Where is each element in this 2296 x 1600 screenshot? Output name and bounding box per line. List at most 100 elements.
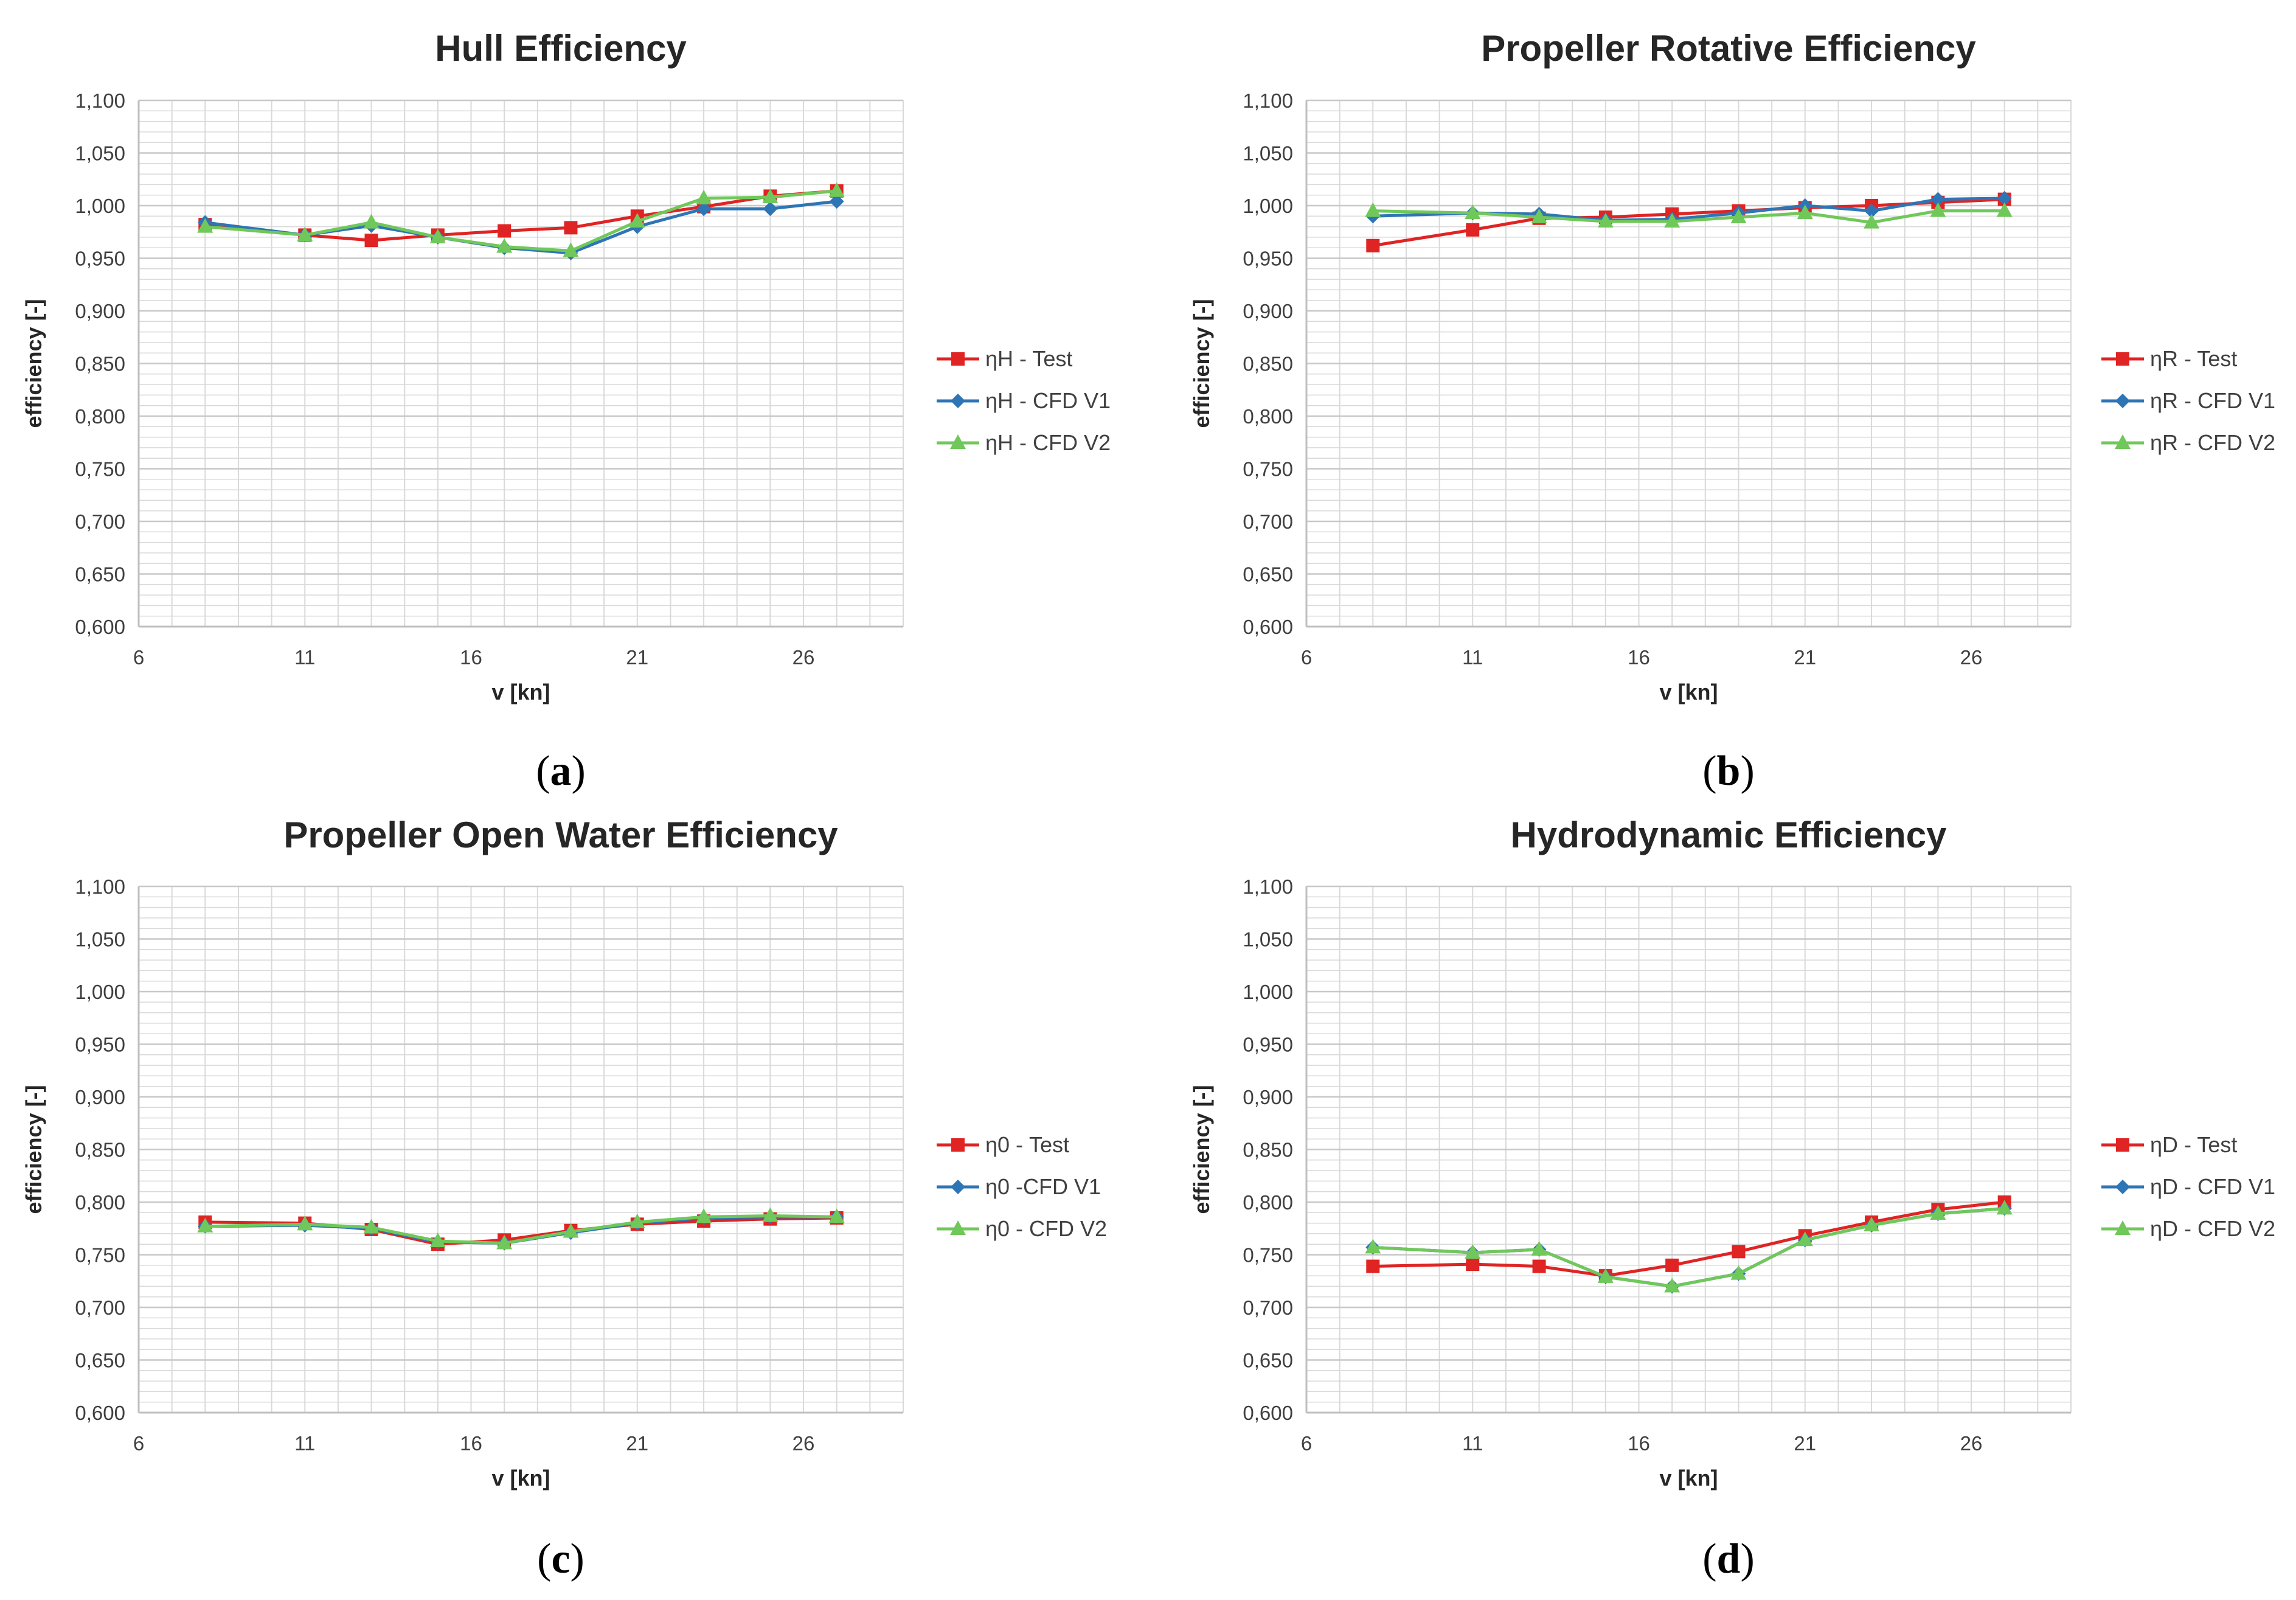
data-point-cfd-v2 [1864,214,1880,229]
data-point-cfd-v2 [1597,1268,1614,1283]
data-point-cfd-v2 [1730,1265,1747,1280]
series-line-cfd-v2 [205,1214,837,1245]
legend-entry-label: η0 - Test [985,1132,1069,1157]
x-tick-label: 11 [294,1432,315,1455]
data-point-test [1532,1259,1546,1273]
data-point-cfd-v2 [563,242,579,257]
legend-entry-label: ηR - Test [2150,346,2237,371]
y-tick-label: 0,950 [75,248,125,270]
series-line-cfd-v2 [1373,1206,2005,1288]
caption-paren-open: ( [537,1536,551,1582]
legend-marker [951,1138,965,1152]
chart-panel-b: Propeller Rotative Efficiency 0,600 0,650 0… [1189,28,2275,795]
caption-paren-open: ( [1702,1536,1716,1582]
data-point-cfd-v2 [1797,204,1813,220]
y-tick-label: 0,650 [1243,1349,1293,1372]
legend-marker [2116,1138,2129,1152]
data-point-cfd-v2 [629,1213,645,1228]
y-tick-label: 1,100 [1243,89,1293,112]
data-point-test [1732,1245,1746,1259]
data-point-cfd-v1 [1864,203,1879,218]
data-point-test [1665,1258,1679,1272]
x-tick-label: 6 [133,646,144,669]
y-tick-label: 0,750 [75,458,125,481]
data-point-cfd-v2 [1531,209,1547,224]
panel-caption: (d) [1702,1536,1755,1582]
data-point-cfd-v2 [197,1217,213,1233]
y-tick-label: 0,700 [1243,1296,1293,1319]
legend-marker [951,394,965,408]
caption-paren-open: ( [1702,748,1716,795]
y-tick-label: 0,800 [75,1191,125,1214]
data-point-cfd-v2 [1465,204,1481,220]
data-point-cfd-v1 [829,194,844,209]
x-tick-label: 16 [460,1432,482,1455]
chart-title: Propeller Rotative Efficiency [1481,28,1976,69]
y-tick-label: 0,900 [1243,1086,1293,1108]
panel-caption: (c) [537,1536,584,1582]
y-tick-label: 0,850 [75,353,125,375]
y-tick-label: 1,000 [75,195,125,217]
x-tick-label: 21 [1794,646,1816,669]
panel-caption: (a) [536,748,586,795]
y-tick-label: 0,850 [1243,1139,1293,1161]
y-tick-label: 1,100 [75,875,125,898]
legend-marker [2115,1220,2131,1235]
y-tick-label: 0,900 [1243,300,1293,322]
x-tick-label: 26 [1960,1432,1983,1455]
x-tick-label: 21 [626,1432,648,1455]
y-tick-label: 1,000 [1243,981,1293,1003]
data-point-cfd-v2 [297,226,313,242]
chart-title: Hydrodynamic Efficiency [1511,815,1947,855]
data-point-test [564,221,578,235]
data-point-cfd-v2 [828,182,845,197]
legend-marker [950,434,966,449]
data-point-cfd-v2 [363,214,380,229]
y-tick-label: 0,600 [75,1402,125,1424]
y-tick-label: 0,600 [1243,616,1293,638]
series-line-test [205,189,837,242]
caption-paren-close: ) [1740,748,1754,795]
caption-letter: b [1717,748,1741,795]
data-point-test [498,224,512,238]
legend-entry-label: ηH - CFD V2 [985,430,1111,455]
x-tick-label: 11 [294,646,315,669]
y-tick-label: 1,000 [75,981,125,1003]
x-tick-label: 11 [1462,646,1483,669]
legend-marker [2115,434,2131,449]
data-point-cfd-v1 [1997,190,2012,206]
data-point-cfd-v2 [1996,1200,2013,1215]
data-point-cfd-v2 [1664,1278,1680,1293]
y-tick-label: 0,650 [75,1349,125,1372]
data-point-cfd-v2 [696,1208,712,1223]
x-tick-label: 21 [626,646,648,669]
data-point-cfd-v2 [563,1223,579,1238]
series-line-cfd-v2 [205,189,837,252]
data-point-test [1366,238,1380,252]
y-tick-label: 0,750 [1243,458,1293,481]
y-axis-label: efficiency [-] [21,299,46,428]
y-tick-label: 0,850 [75,1139,125,1161]
data-point-cfd-v1 [763,201,778,217]
x-axis-label: v [kn] [491,680,550,704]
data-point-cfd-v2 [1531,1240,1547,1256]
data-point-cfd-v2 [762,189,779,204]
y-tick-label: 0,600 [1243,1402,1293,1424]
x-tick-label: 16 [1628,646,1650,669]
x-tick-label: 26 [1960,646,1983,669]
y-tick-label: 1,100 [75,89,125,112]
chart-panel-c: Propeller Open Water Efficiency 0,600 0,65… [21,815,1107,1582]
data-point-cfd-v1 [1930,192,1946,207]
data-point-cfd-v2 [696,189,712,204]
caption-paren-close: ) [1740,1536,1754,1582]
legend-entry-label: ηH - CFD V1 [985,388,1111,413]
y-axis-label: efficiency [-] [1189,299,1214,428]
y-tick-label: 0,950 [1243,248,1293,270]
caption-paren-close: ) [572,748,586,795]
legend-entry-label: ηD - Test [2150,1132,2237,1157]
y-tick-label: 0,600 [75,616,125,638]
caption-letter: c [551,1536,570,1582]
data-point-cfd-v2 [496,238,513,253]
y-tick-label: 1,000 [1243,195,1293,217]
legend-marker [950,1220,966,1235]
